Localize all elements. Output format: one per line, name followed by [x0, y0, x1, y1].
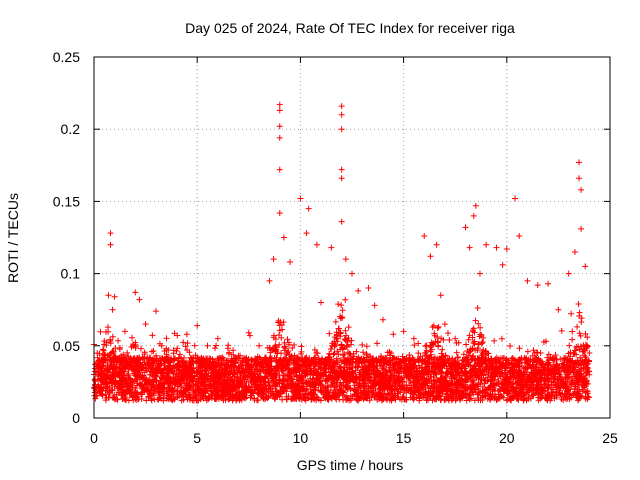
roti-point	[499, 261, 506, 268]
roti-point	[493, 244, 500, 251]
tick-labels: 0 5 10 15 20 25 0 0.05 0.1 0.15 0.2 0.25	[53, 49, 618, 446]
roti-point	[365, 285, 372, 292]
roti-point	[132, 289, 139, 296]
roti-background-points	[93, 310, 591, 404]
roti-point	[576, 159, 583, 166]
roti-point	[297, 195, 304, 202]
roti-point	[109, 306, 116, 313]
roti-point	[183, 331, 190, 338]
roti-point	[452, 335, 459, 342]
roti-point	[163, 345, 170, 352]
roti-point	[466, 244, 473, 251]
roti-point	[121, 328, 128, 335]
roti-point	[107, 230, 114, 237]
roti-point	[305, 205, 312, 212]
roti-point	[576, 175, 583, 182]
roti-point	[582, 263, 589, 270]
roti-point	[516, 233, 523, 240]
roti-point	[303, 230, 310, 237]
roti-point	[462, 224, 469, 231]
roti-point	[204, 342, 211, 349]
roti-point	[565, 270, 572, 277]
x-axis-label: GPS time / hours	[297, 457, 404, 473]
roti-point	[256, 342, 263, 349]
roti-point	[194, 322, 201, 329]
x-tick-label: 20	[499, 430, 515, 446]
roti-point	[371, 302, 378, 309]
roti-point	[437, 292, 444, 299]
roti-point	[472, 202, 479, 209]
roti-point	[287, 259, 294, 266]
roti-point	[338, 175, 345, 182]
roti-point	[390, 331, 397, 338]
x-tick-label: 10	[293, 430, 309, 446]
roti-point	[555, 306, 562, 313]
y-tick-label: 0.15	[53, 193, 80, 209]
roti-point	[318, 299, 325, 306]
roti-point	[111, 293, 118, 300]
roti-point	[280, 234, 287, 241]
roti-point	[276, 107, 283, 114]
x-tick-label: 15	[396, 430, 412, 446]
roti-point	[235, 352, 242, 359]
roti-point	[342, 256, 349, 263]
roti-point	[142, 321, 149, 328]
roti-point	[276, 101, 283, 108]
roti-point	[545, 280, 552, 287]
roti-point	[586, 350, 593, 357]
roti-point	[107, 241, 114, 248]
x-tick-label: 25	[602, 430, 618, 446]
chart-title: Day 025 of 2024, Rate Of TEC Index for r…	[185, 20, 515, 36]
x-tick-label: 5	[193, 430, 201, 446]
roti-point	[534, 282, 541, 289]
roti-point	[578, 186, 585, 193]
plot-frame	[93, 56, 611, 419]
roti-point	[512, 195, 519, 202]
roti-point	[105, 292, 112, 299]
roti-point	[276, 166, 283, 173]
roti-point	[328, 244, 335, 251]
roti-point	[571, 248, 578, 255]
roti-point	[578, 225, 585, 232]
roti-point	[276, 209, 283, 216]
y-axis-label: ROTI / TECUs	[5, 193, 21, 283]
roti-point	[136, 296, 143, 303]
roti-point	[338, 126, 345, 133]
y-tick-label: 0.05	[53, 338, 80, 354]
y-tick-label: 0.25	[53, 49, 80, 65]
y-tick-label: 0.1	[61, 266, 81, 282]
roti-point	[270, 256, 277, 263]
roti-point	[338, 103, 345, 110]
roti-point	[410, 335, 417, 342]
roti-point	[421, 233, 428, 240]
roti-point	[524, 277, 531, 284]
roti-point	[338, 166, 345, 173]
roti-point	[503, 246, 510, 253]
x-tick-label: 0	[90, 430, 98, 446]
roti-point	[355, 287, 362, 294]
roti-point	[313, 241, 320, 248]
roti-point	[483, 241, 490, 248]
roti-point	[400, 328, 407, 335]
roti-point	[266, 277, 273, 284]
roti-point	[338, 111, 345, 118]
y-tick-label: 0	[72, 410, 80, 426]
roti-data-points	[91, 101, 593, 404]
roti-point	[276, 134, 283, 141]
axis-ticks	[93, 56, 611, 419]
roti-point	[470, 212, 477, 219]
roti-point	[338, 218, 345, 225]
roti-point	[152, 308, 159, 315]
roti-point	[441, 321, 448, 328]
roti-point	[476, 270, 483, 277]
roti-point	[433, 241, 440, 248]
roti-point	[379, 316, 386, 323]
roti-point	[214, 335, 221, 342]
roti-point	[349, 270, 355, 277]
roti-point	[276, 123, 283, 130]
y-tick-label: 0.2	[61, 121, 81, 137]
roti-point	[427, 253, 434, 260]
